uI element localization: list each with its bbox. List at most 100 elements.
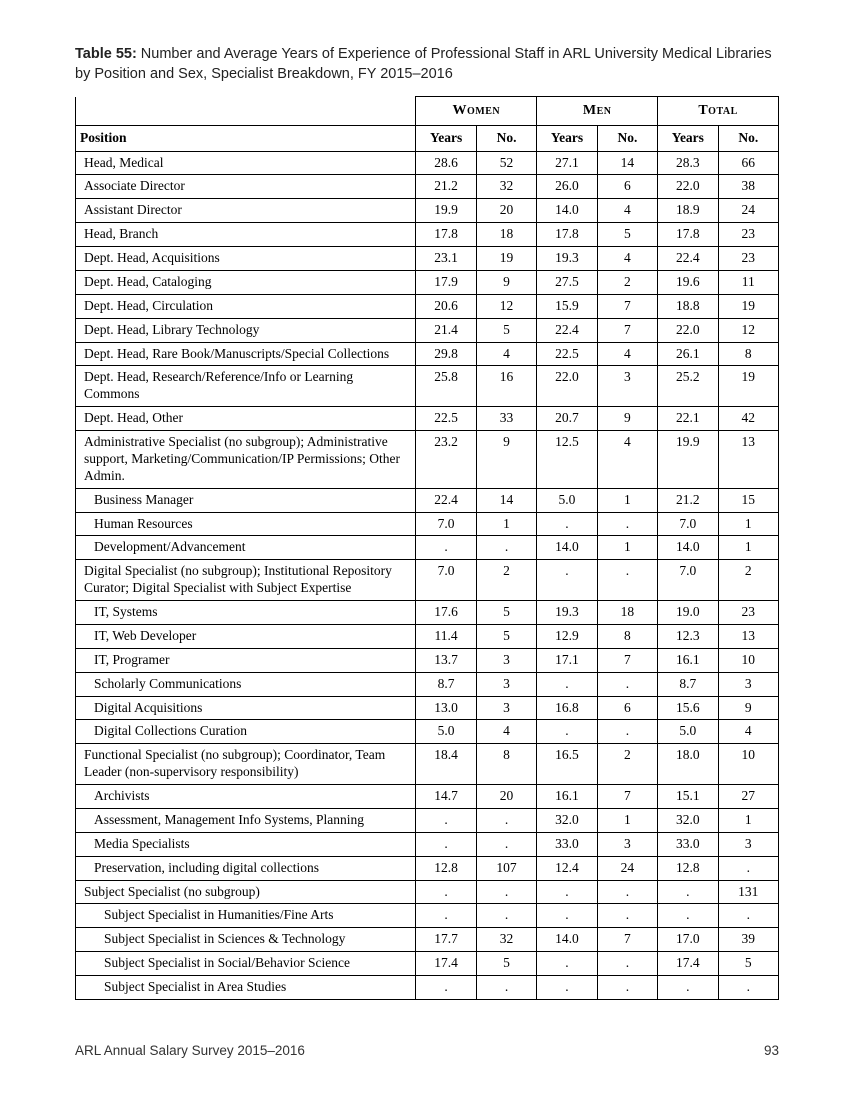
cell-total-years: 15.6	[658, 696, 718, 720]
cell-total-years: 7.0	[658, 512, 718, 536]
cell-women-years: 29.8	[416, 342, 476, 366]
cell-women-years: 25.8	[416, 366, 476, 407]
cell-women-no: 12	[476, 294, 536, 318]
cell-total-no: 4	[718, 720, 778, 744]
cell-total-years: 21.2	[658, 488, 718, 512]
cell-men-years: 16.8	[537, 696, 597, 720]
cell-position: Dept. Head, Research/Reference/Info or L…	[76, 366, 416, 407]
cell-men-years: .	[537, 880, 597, 904]
cell-position: Digital Collections Curation	[76, 720, 416, 744]
table-row: Media Specialists..33.0333.03	[76, 832, 779, 856]
cell-men-years: 27.1	[537, 151, 597, 175]
cell-men-no: .	[597, 560, 657, 601]
cell-total-years: 22.1	[658, 407, 718, 431]
table-row: Dept. Head, Library Technology21.4522.47…	[76, 318, 779, 342]
cell-men-years: 12.5	[537, 431, 597, 489]
cell-men-no: 4	[597, 199, 657, 223]
table-row: Assessment, Management Info Systems, Pla…	[76, 808, 779, 832]
cell-position: Subject Specialist in Humanities/Fine Ar…	[76, 904, 416, 928]
cell-women-no: 19	[476, 247, 536, 271]
cell-position: Head, Medical	[76, 151, 416, 175]
table-caption: Table 55: Number and Average Years of Ex…	[75, 45, 779, 84]
cell-total-no: 9	[718, 696, 778, 720]
table-row: Associate Director21.23226.0622.038	[76, 175, 779, 199]
table-row: Archivists14.72016.1715.127	[76, 785, 779, 809]
cell-position: Business Manager	[76, 488, 416, 512]
cell-men-years: 14.0	[537, 928, 597, 952]
table-row: Dept. Head, Rare Book/Manuscripts/Specia…	[76, 342, 779, 366]
cell-men-years: 26.0	[537, 175, 597, 199]
cell-total-years: 33.0	[658, 832, 718, 856]
cell-total-no: 11	[718, 270, 778, 294]
cell-position: Digital Specialist (no subgroup); Instit…	[76, 560, 416, 601]
table-row: Head, Branch17.81817.8517.823	[76, 223, 779, 247]
cell-women-no: 3	[476, 648, 536, 672]
cell-position: Digital Acquisitions	[76, 696, 416, 720]
cell-women-no: 20	[476, 199, 536, 223]
cell-women-no: 5	[476, 624, 536, 648]
cell-men-no: 1	[597, 488, 657, 512]
cell-total-years: 5.0	[658, 720, 718, 744]
cell-women-years: 17.9	[416, 270, 476, 294]
cell-men-years: 15.9	[537, 294, 597, 318]
cell-women-years: 13.7	[416, 648, 476, 672]
cell-total-years: 19.9	[658, 431, 718, 489]
cell-total-no: 131	[718, 880, 778, 904]
cell-women-years: 17.8	[416, 223, 476, 247]
cell-men-years: 12.4	[537, 856, 597, 880]
cell-men-years: .	[537, 904, 597, 928]
cell-total-years: 22.0	[658, 318, 718, 342]
cell-men-no: 3	[597, 366, 657, 407]
cell-women-no: 4	[476, 342, 536, 366]
cell-women-no: .	[476, 536, 536, 560]
cell-total-no: .	[718, 976, 778, 1000]
cell-men-no: .	[597, 512, 657, 536]
cell-total-no: 42	[718, 407, 778, 431]
table-row: Head, Medical28.65227.11428.366	[76, 151, 779, 175]
table-row: Dept. Head, Circulation20.61215.9718.819	[76, 294, 779, 318]
header-blank	[76, 97, 416, 126]
cell-men-no: .	[597, 976, 657, 1000]
cell-women-years: 17.4	[416, 952, 476, 976]
cell-total-no: 38	[718, 175, 778, 199]
cell-total-no: 19	[718, 294, 778, 318]
cell-women-years: 28.6	[416, 151, 476, 175]
cell-total-no: 13	[718, 431, 778, 489]
cell-women-no: 1	[476, 512, 536, 536]
cell-women-no: 16	[476, 366, 536, 407]
cell-women-no: 14	[476, 488, 536, 512]
page-footer: ARL Annual Salary Survey 2015–2016 93	[75, 1043, 779, 1058]
cell-men-years: 22.4	[537, 318, 597, 342]
cell-position: Scholarly Communications	[76, 672, 416, 696]
cell-women-no: 5	[476, 601, 536, 625]
cell-women-years: 22.4	[416, 488, 476, 512]
cell-women-years: 20.6	[416, 294, 476, 318]
cell-total-years: 19.6	[658, 270, 718, 294]
cell-men-no: 6	[597, 696, 657, 720]
cell-position: Dept. Head, Rare Book/Manuscripts/Specia…	[76, 342, 416, 366]
cell-total-years: 16.1	[658, 648, 718, 672]
cell-men-no: 4	[597, 247, 657, 271]
cell-total-no: 1	[718, 512, 778, 536]
cell-men-years: 16.1	[537, 785, 597, 809]
cell-men-no: 18	[597, 601, 657, 625]
cell-position: Subject Specialist in Social/Behavior Sc…	[76, 952, 416, 976]
cell-total-years: 28.3	[658, 151, 718, 175]
table-row: Business Manager22.4145.0121.215	[76, 488, 779, 512]
cell-men-no: 2	[597, 744, 657, 785]
cell-total-years: .	[658, 976, 718, 1000]
cell-men-no: 3	[597, 832, 657, 856]
cell-total-years: 7.0	[658, 560, 718, 601]
cell-position: IT, Web Developer	[76, 624, 416, 648]
cell-women-years: .	[416, 880, 476, 904]
header-total-no: No.	[718, 125, 778, 151]
table-row: Development/Advancement..14.0114.01	[76, 536, 779, 560]
cell-position: IT, Systems	[76, 601, 416, 625]
cell-men-years: .	[537, 672, 597, 696]
cell-total-no: 23	[718, 601, 778, 625]
header-total-years: Years	[658, 125, 718, 151]
cell-position: Dept. Head, Other	[76, 407, 416, 431]
cell-position: Associate Director	[76, 175, 416, 199]
cell-women-years: .	[416, 536, 476, 560]
cell-position: Dept. Head, Acquisitions	[76, 247, 416, 271]
